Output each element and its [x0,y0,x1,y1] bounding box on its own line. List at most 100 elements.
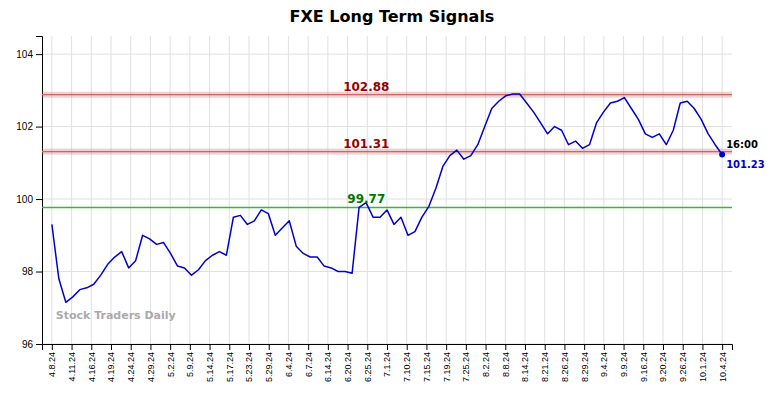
tick-mark [426,344,427,350]
x-tick: 4.24.24 [126,344,136,382]
grid-line [465,36,466,344]
x-tick: 6.20.24 [343,344,353,382]
y-axis: 9698100102104 [16,37,42,350]
y-tick-label: 102 [16,121,33,132]
chart: FXE Long Term Signals 4.8.24 4.11.24 4.16.2… [0,0,784,398]
x-tick: 8.26.24 [560,344,570,382]
tick-mark [269,344,270,350]
title: FXE Long Term Signals [290,7,495,26]
grid-line [722,36,723,344]
tick-mark [91,344,92,350]
x-tick-label: 7.15.24 [422,352,432,382]
grid-line [209,36,210,344]
x-tick: 9.16.24 [639,344,649,382]
x-tick: 7.1.24 [382,344,392,377]
x-tick-label: 7.19.24 [442,352,452,382]
x-tick-label: 10.4.24 [718,352,728,382]
y-tick: 98 [22,266,42,277]
x-tick: 8.21.24 [540,344,550,382]
grid-line [623,36,624,344]
x-tick: 8.2.24 [481,344,491,377]
tick-mark [210,344,211,350]
x-tick-label: 8.26.24 [560,352,570,382]
x-tick-label: 8.2.24 [481,352,491,377]
reference-label: 99.77 [347,192,385,206]
grid-line [249,36,250,344]
x-tick-label: 5.17.24 [225,352,235,382]
tick-mark [387,344,388,350]
tick-mark [249,344,250,350]
tick-mark [328,344,329,350]
y-tick: 104 [16,49,42,60]
reference-label: 102.88 [343,80,389,94]
tick-mark [36,344,42,345]
tick-mark [624,344,625,350]
x-tick-label: 4.11.24 [67,352,77,381]
y-tick: 96 [22,339,42,350]
grid-line [564,36,565,344]
x-tick: 10.1.24 [698,344,708,382]
x-tick: 7.19.24 [442,344,452,382]
x-tick-label: 5.29.24 [264,352,274,382]
x-tick-label: 7.10.24 [402,352,412,382]
x-tick-label: 5.14.24 [205,352,215,382]
axis-line [43,345,733,351]
end-point [719,151,725,157]
grid [42,36,732,344]
grid-line [189,36,190,344]
x-tick-label: 10.1.24 [698,352,708,382]
end-time-label: 16:00 [726,139,758,150]
x-tick: 9.26.24 [678,344,688,382]
x-tick: 5.14.24 [205,344,215,382]
x-tick: 4.29.24 [146,344,156,382]
x-tick: 6.14.24 [323,344,333,382]
tick-mark [683,344,684,350]
grid-line [406,36,407,344]
tick-mark [584,344,585,350]
tick-mark [111,344,112,350]
tick-mark [288,344,289,350]
x-tick-label: 4.16.24 [87,352,97,382]
x-tick: 7.10.24 [402,344,412,382]
y-tick-label: 104 [16,49,33,60]
x-tick-label: 7.1.24 [382,352,392,377]
x-tick-label: 9.4.24 [599,352,609,377]
grid-line [130,36,131,344]
x-tick-label: 8.14.24 [520,352,530,382]
x-tick: 8.8.24 [501,344,511,377]
x-tick: 10.4.24 [718,344,728,382]
plot: 4.8.244.11.244.16.244.19.244.24.244.29.2… [16,36,764,382]
grid-line [150,36,151,344]
tick-mark [643,344,644,350]
x-tick: 5.29.24 [264,344,274,382]
grid-line [91,36,92,344]
reference-label: 101.31 [343,137,389,151]
x-tick-label: 6.20.24 [343,352,353,382]
grid-line [51,36,52,344]
tick-mark [308,344,309,350]
tick-mark [407,344,408,350]
x-tick: 8.14.24 [520,344,530,382]
x-tick-label: 6.14.24 [323,352,333,382]
tick-mark [36,272,42,273]
tick-mark [36,199,42,200]
x-tick-label: 6.7.24 [304,352,314,377]
x-tick: 4.16.24 [87,344,97,382]
grid-line [485,36,486,344]
end-price-label: 101.23 [726,159,765,170]
x-tick: 6.25.24 [363,344,373,382]
tick-mark [505,344,506,350]
x-tick-label: 4.29.24 [146,352,156,382]
x-tick: 4.8.24 [47,344,57,377]
watermark: Stock Traders Daily [56,309,176,322]
tick-mark [170,344,171,350]
x-tick-label: 5.2.24 [166,352,176,377]
tick-mark [36,54,42,55]
tick-mark [722,344,723,350]
x-tick-label: 6.25.24 [363,352,373,382]
grid-line [682,36,683,344]
x-tick-label: 8.21.24 [540,352,550,382]
tick-mark [52,344,53,350]
tick-mark [486,344,487,350]
grid-line [643,36,644,344]
